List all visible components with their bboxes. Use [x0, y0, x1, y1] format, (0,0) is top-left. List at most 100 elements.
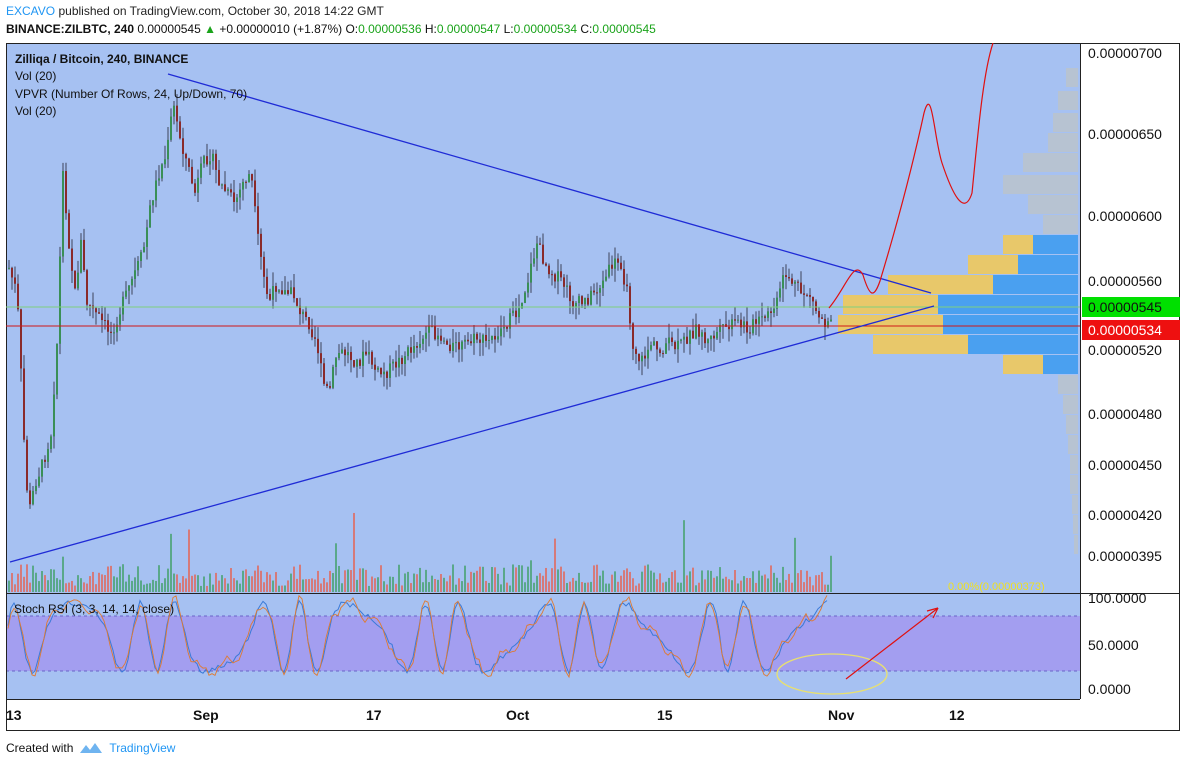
- vpvr-row-up: [943, 315, 1078, 334]
- volume-bar: [359, 568, 361, 592]
- volume-bar: [818, 574, 820, 592]
- stoch-label-0: 0.0000: [1088, 681, 1131, 697]
- candle-body: [767, 311, 769, 318]
- candle-body: [758, 316, 760, 324]
- volume-bar: [767, 578, 769, 592]
- candle-body: [746, 321, 748, 333]
- volume-bar: [377, 577, 379, 592]
- candle-body: [716, 331, 718, 339]
- upper-trendline[interactable]: [167, 73, 932, 294]
- candle-body: [551, 274, 553, 276]
- candle-body: [356, 359, 358, 367]
- stoch-arrow[interactable]: [845, 607, 939, 680]
- lower-trendline[interactable]: [9, 305, 935, 563]
- footer: Created with TradingView: [6, 741, 175, 755]
- candle-body: [599, 288, 601, 293]
- volume-bar: [41, 571, 43, 592]
- author-link[interactable]: EXCAVO: [6, 4, 56, 18]
- volume-bar: [620, 575, 622, 592]
- volume-bar: [485, 580, 487, 592]
- candle-body: [26, 439, 28, 491]
- candle-body: [509, 313, 511, 329]
- vpvr-row-up: [1053, 113, 1078, 132]
- volume-bar: [209, 573, 211, 592]
- vpvr-row-up: [1074, 535, 1078, 554]
- high-label: H:: [424, 22, 437, 36]
- candle-body: [23, 368, 25, 440]
- volume-bar: [560, 566, 562, 592]
- candle-body: [8, 267, 10, 269]
- candle-body: [668, 337, 670, 344]
- volume-bar: [296, 578, 298, 592]
- candle-body: [500, 328, 502, 337]
- tradingview-link[interactable]: TradingView: [109, 741, 176, 755]
- time-label-sep: Sep: [193, 707, 219, 723]
- chart-frame[interactable]: 0.00000700 0.00000650 0.00000600 0.00000…: [6, 43, 1180, 731]
- volume-bar: [773, 572, 775, 592]
- volume-bar: [644, 565, 646, 592]
- volume-bar: [635, 585, 637, 592]
- candle-body: [695, 324, 697, 339]
- volume-bar: [473, 572, 475, 592]
- candle-body: [212, 153, 214, 162]
- candle-body: [794, 281, 796, 284]
- volume-bar: [8, 580, 10, 592]
- candle-body: [68, 213, 70, 249]
- volume-bar: [230, 568, 232, 592]
- vpvr-row-up: [968, 335, 1078, 354]
- vpvr-row-up: [1058, 375, 1078, 394]
- price-label-3: 0.00000560: [1088, 273, 1162, 289]
- candle-body: [656, 341, 658, 350]
- candle-body: [326, 383, 328, 387]
- candle-body: [425, 332, 427, 339]
- volume-bar: [167, 568, 169, 592]
- candle-body: [416, 346, 418, 348]
- volume-bar: [830, 555, 832, 592]
- candle-body: [557, 271, 559, 282]
- forecast-line[interactable]: [828, 43, 994, 309]
- price-label-4: 0.00000520: [1088, 342, 1162, 358]
- candle-body: [341, 349, 343, 354]
- volume-bar: [113, 576, 115, 592]
- candle-body: [728, 326, 730, 330]
- vpvr-row-up: [1073, 515, 1078, 534]
- candle-body: [785, 275, 787, 277]
- created-with-label: Created with: [6, 741, 74, 755]
- volume-bar: [731, 580, 733, 592]
- volume-bar: [203, 576, 205, 592]
- volume-bar: [470, 571, 472, 592]
- volume-bar: [173, 573, 175, 592]
- price-chart[interactable]: 0.00000700 0.00000650 0.00000600 0.00000…: [6, 43, 1180, 731]
- volume-bar: [521, 565, 523, 592]
- candle-body: [506, 327, 508, 329]
- candle-body: [626, 284, 628, 287]
- candle-body: [305, 311, 307, 318]
- volume-bar: [161, 583, 163, 592]
- volume-bar: [497, 573, 499, 592]
- volume-bar: [503, 567, 505, 592]
- volume-bar: [776, 577, 778, 592]
- volume-bar: [779, 582, 781, 592]
- volume-bar: [797, 573, 799, 592]
- candle-body: [197, 177, 199, 193]
- volume-bar: [35, 572, 37, 592]
- candle-body: [32, 490, 34, 505]
- vpvr-row-up: [1003, 175, 1078, 194]
- volume-bar: [362, 568, 364, 592]
- volume-bar: [575, 580, 577, 592]
- candle-body: [188, 158, 190, 167]
- candle-body: [587, 297, 589, 305]
- volume-bar: [254, 570, 256, 592]
- candle-body: [494, 335, 496, 340]
- candle-body: [257, 206, 259, 234]
- candle-body: [302, 311, 304, 315]
- candle-body: [458, 342, 460, 350]
- volume-bar: [299, 564, 301, 592]
- candle-body: [317, 338, 319, 354]
- volume-bar: [791, 582, 793, 592]
- candle-body: [818, 310, 820, 318]
- candle-body: [521, 302, 523, 309]
- stoch-ellipse[interactable]: [776, 653, 888, 695]
- volume-bar: [488, 582, 490, 592]
- volume-bar: [515, 567, 517, 592]
